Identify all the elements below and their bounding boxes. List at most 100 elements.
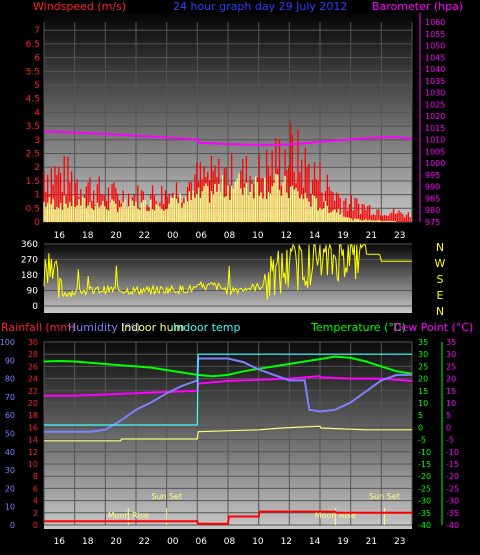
humidity-tick-label: 50 bbox=[5, 430, 15, 439]
temperature-line bbox=[43, 355, 413, 378]
barometer-tick-label: 1040 bbox=[425, 65, 445, 74]
event-annotation-label: Moon Rise bbox=[315, 511, 356, 520]
humidity-axis-label: Humidity (%) bbox=[68, 321, 140, 334]
x-tick-label: 14 bbox=[309, 231, 321, 241]
temperature-axis-label: Temperature (°C) bbox=[310, 321, 406, 334]
barometer-tick-label: 995 bbox=[425, 171, 440, 180]
rainfall-tick-label: 14 bbox=[28, 436, 38, 445]
barometer-tick-label: 985 bbox=[425, 194, 440, 203]
rainfall-tick-label: 10 bbox=[28, 460, 38, 469]
barometer-tick-label: 975 bbox=[425, 218, 440, 227]
temperature-tick-label: -15 bbox=[418, 460, 431, 469]
dew-point-tick-label: -15 bbox=[446, 460, 459, 469]
wind-direction-line bbox=[43, 243, 412, 300]
x-tick-label: 21 bbox=[366, 537, 377, 547]
windspeed-tick-label: 2 bbox=[34, 163, 40, 173]
x-tick-label: 23 bbox=[394, 537, 405, 547]
barometer-tick-label: 1000 bbox=[425, 159, 445, 168]
rainfall-tick-label: 24 bbox=[28, 375, 38, 384]
barometer-tick-label: 980 bbox=[425, 206, 440, 215]
temperature-tick-label: 0 bbox=[418, 423, 423, 432]
rainfall-tick-label: 8 bbox=[33, 472, 38, 481]
windspeed-tick-label: 3 bbox=[34, 136, 40, 146]
x-tick-label: 18 bbox=[82, 231, 94, 241]
x-tick-label: 12 bbox=[281, 537, 292, 547]
dew-point-tick-label: -30 bbox=[446, 497, 459, 506]
windspeed-axis-label: Windspeed (m/s) bbox=[33, 0, 126, 13]
windspeed-tick-label: 6.5 bbox=[26, 40, 40, 50]
event-annotation-label: Sun Set bbox=[369, 492, 400, 501]
windspeed-tick-label: 6 bbox=[34, 54, 40, 64]
dew-point-tick-label: 30 bbox=[446, 350, 456, 359]
barometer-series bbox=[43, 130, 413, 146]
x-tick-label: 06 bbox=[195, 231, 207, 241]
indoor-temp-legend: Indoor temp bbox=[173, 321, 240, 334]
dew-point-tick-label: 25 bbox=[446, 362, 456, 371]
windspeed-tick-label: 0.5 bbox=[26, 204, 40, 214]
direction-tick-label: 360 bbox=[21, 240, 38, 250]
graph-title: 24 hour graph day 29 July 2012 bbox=[173, 0, 347, 13]
rainfall-tick-label: 0 bbox=[33, 521, 38, 530]
rainfall-tick-label: 28 bbox=[28, 350, 38, 359]
temperature-tick-label: -20 bbox=[418, 472, 431, 481]
temperature-tick-label: 25 bbox=[418, 362, 428, 371]
dew-point-tick-label: -35 bbox=[446, 509, 459, 518]
rainfall-tick-label: 22 bbox=[28, 387, 38, 396]
x-tick-label: 20 bbox=[110, 231, 122, 241]
temperature-tick-label: -5 bbox=[418, 436, 426, 445]
rainfall-tick-label: 2 bbox=[33, 509, 38, 518]
windspeed-tick-label: 1.5 bbox=[26, 177, 40, 187]
rainfall-tick-label: 6 bbox=[33, 484, 38, 493]
dew-point-tick-label: 15 bbox=[446, 387, 456, 396]
windspeed-tick-label: 0 bbox=[34, 218, 40, 228]
compass-label: N bbox=[436, 241, 444, 254]
x-tick-label: 08 bbox=[224, 537, 236, 547]
dew-point-tick-label: 35 bbox=[446, 338, 456, 347]
x-tick-label: 22 bbox=[139, 537, 150, 547]
humidity-tick-label: 10 bbox=[5, 503, 15, 512]
humidity-tick-label: 30 bbox=[5, 466, 15, 475]
barometer-line bbox=[43, 130, 413, 146]
dew-point-axis-label: Dew Point (°C) bbox=[393, 321, 473, 334]
compass-label: N bbox=[436, 305, 444, 318]
windspeed-tick-label: 4.5 bbox=[26, 95, 40, 105]
humidity-tick-label: 90 bbox=[5, 356, 15, 365]
x-tick-label: 22 bbox=[139, 231, 150, 241]
temperature-tick-label: -40 bbox=[418, 521, 431, 530]
humidity-tick-label: 70 bbox=[5, 393, 15, 402]
windspeed-tick-label: 7 bbox=[34, 26, 40, 36]
barometer-tick-label: 1035 bbox=[425, 77, 445, 86]
barometer-tick-label: 1015 bbox=[425, 124, 445, 133]
direction-tick-label: 270 bbox=[21, 256, 38, 266]
x-tick-label: 12 bbox=[281, 231, 292, 241]
temperature-tick-label: -25 bbox=[418, 484, 431, 493]
temperature-tick-label: 10 bbox=[418, 399, 428, 408]
temperature-tick-label: 5 bbox=[418, 411, 423, 420]
temperature-tick-label: 15 bbox=[418, 387, 428, 396]
rainfall-axis-label: Rainfall (mm) bbox=[1, 321, 75, 334]
rainfall-tick-label: 12 bbox=[28, 448, 38, 457]
temperature-tick-label: 30 bbox=[418, 350, 428, 359]
dew-point-tick-label: 20 bbox=[446, 375, 456, 384]
rainfall-tick-label: 30 bbox=[28, 338, 38, 347]
windspeed-tick-label: 4 bbox=[34, 108, 40, 118]
rainfall-tick-label: 26 bbox=[28, 362, 38, 371]
dew-point-tick-label: -10 bbox=[446, 448, 459, 457]
temperature-tick-label: 35 bbox=[418, 338, 428, 347]
indoor-hum-line bbox=[44, 425, 412, 442]
dew-point-tick-label: 5 bbox=[446, 411, 451, 420]
direction-tick-label: 90 bbox=[27, 287, 39, 297]
humidity-tick-label: 100 bbox=[0, 338, 15, 347]
dew-point-tick-label: 0 bbox=[446, 423, 451, 432]
wind-direction-series bbox=[43, 243, 412, 300]
barometer-tick-label: 1060 bbox=[425, 18, 445, 27]
x-tick-label: 10 bbox=[252, 537, 264, 547]
temperature-tick-label: -35 bbox=[418, 509, 431, 518]
dew-point-tick-label: 10 bbox=[446, 399, 456, 408]
barometer-tick-label: 1005 bbox=[425, 147, 445, 156]
dew-point-line bbox=[44, 375, 413, 397]
rainfall-tick-label: 18 bbox=[28, 411, 38, 420]
dew-point-tick-label: -40 bbox=[446, 521, 459, 530]
